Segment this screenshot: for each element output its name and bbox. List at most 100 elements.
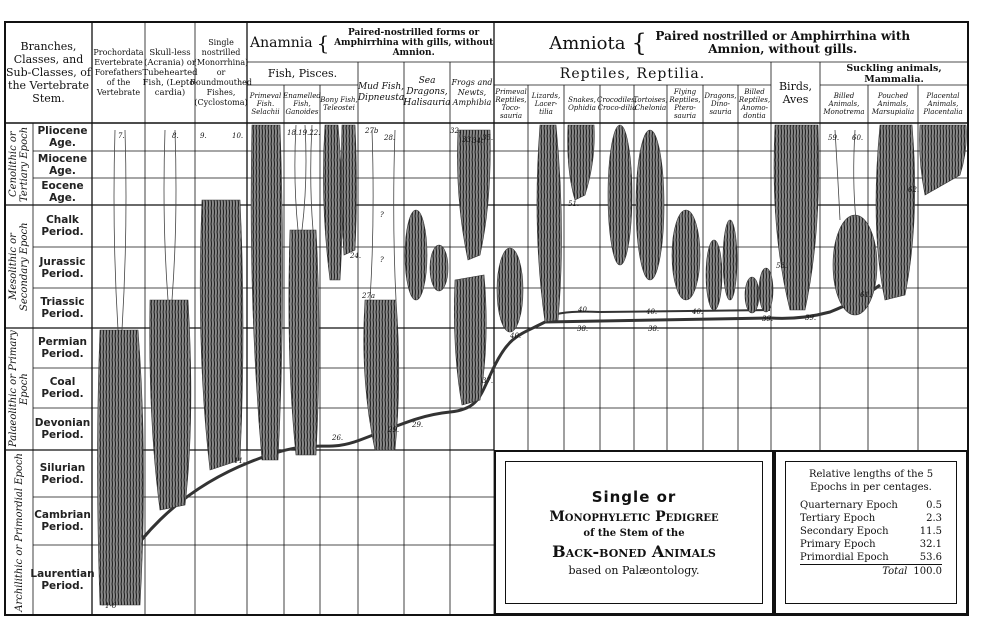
row-label: Primary Epoch <box>800 539 876 550</box>
period-label: Pliocene Age. <box>37 125 88 149</box>
period-label: Silurian Period. <box>39 461 86 486</box>
prochordata-header: Prochordata Evertebrate Forefathers of t… <box>93 47 144 97</box>
title-line-3: of the Stem of the <box>583 528 685 539</box>
branch-number-labels: 1-6 7. 8. 9. 10. 11. 26. 27a 27b 28. 29.… <box>105 127 919 610</box>
subcolumn-header: Sea Dragons, Halisauria <box>403 76 451 108</box>
placentalia-branch <box>919 124 967 196</box>
tortoise-branch <box>635 129 665 281</box>
row-label: Quarternary Epoch <box>800 500 898 511</box>
monotrema-branch <box>832 214 878 316</box>
marsupialia-branch <box>875 124 916 301</box>
selachii-branch <box>250 124 283 461</box>
branch-number: 26. <box>331 434 343 442</box>
brace-icon: { <box>631 29 647 57</box>
lengths-total-row: Total 100.0 <box>800 565 942 578</box>
subcolumn-header: Tortoises, Chelonia <box>633 96 668 112</box>
branch-number: 38. <box>648 325 659 333</box>
teleostei-branch-a <box>323 124 343 281</box>
subcolumn-header: Mud Fish, Dipneusta <box>357 81 405 103</box>
lacertilia-branch <box>536 124 562 323</box>
ophidia-branch <box>567 124 595 201</box>
branch-number: 61. <box>860 291 871 299</box>
tocosauria-branch <box>496 247 524 333</box>
epoch-text: Mesolithic or Secondary Epoch <box>8 222 30 311</box>
cyclostoma-branch <box>199 199 244 471</box>
period-label: Miocene Age. <box>37 152 88 177</box>
row-label: Secondary Epoch <box>800 526 889 537</box>
row-value: 11.5 <box>919 526 942 537</box>
subcolumn-header: Flying Reptiles, Ptero-sauria <box>669 88 701 120</box>
branch-number: 33. <box>462 136 473 144</box>
branch-number: 40. <box>645 308 657 316</box>
lengths-row: Quarternary Epoch 0.5 <box>800 499 942 512</box>
subcolumn-header: Primeval Reptiles, Toco-sauria <box>495 88 527 120</box>
stem-title-header: Branches, Classes, and Sub-Classes, of t… <box>5 40 91 105</box>
row-value: 2.3 <box>926 513 942 524</box>
subcolumn-header: Lizards, Lacer-tilia <box>531 92 561 116</box>
subcolumn-header: Primeval Fish. Selachii <box>249 92 282 116</box>
epoch-text: Archilithic or Primordial Epoch <box>13 453 25 612</box>
branch-number: 35. <box>482 134 493 142</box>
period-label: Permian Period. <box>37 336 88 360</box>
branch-number: 27b <box>364 127 379 135</box>
period-label: Eocene Age. <box>41 179 84 204</box>
branch-number: 59. <box>828 134 839 142</box>
amniota-title: Amniota <box>549 32 626 54</box>
subcolumn-header: Pouched Animals, Marsupialia <box>871 92 915 116</box>
branch-number: 39. <box>805 314 816 322</box>
branch-number: 24. <box>349 252 361 260</box>
epoch-label: Palaeolithic or Primary Epoch <box>5 328 33 450</box>
branch-number: 11. <box>234 457 245 465</box>
main-stem <box>100 283 881 606</box>
total-value: 100.0 <box>913 566 942 577</box>
anomodontia-branch-b <box>758 267 774 313</box>
amphibia-branch-top <box>457 129 491 261</box>
branch-number: ? <box>380 256 384 264</box>
subcolumn-header: Bony Fish, Teleostei <box>320 96 358 112</box>
branch-number: 37. <box>482 377 493 385</box>
brace-icon: { <box>316 31 330 55</box>
pterosauria-branch <box>671 209 701 301</box>
period-label: Devonian Period. <box>34 417 91 441</box>
period-label: Triassic Period. <box>40 296 85 320</box>
branch-number: 51. <box>568 200 579 208</box>
branch-number: 18.19.22. <box>287 129 320 137</box>
dipneusta-branch <box>363 299 400 451</box>
branch-number: 1-6 <box>105 602 117 610</box>
title-line-4: Back-boned Animals <box>552 542 716 561</box>
branch-number: 7. <box>118 132 125 140</box>
prochordata-branch <box>97 329 144 606</box>
subcolumn-header: Enamelled Fish, Ganoides <box>283 92 321 116</box>
period-label: Cambrian Period. <box>34 509 91 533</box>
branch-number: 40. <box>509 332 521 340</box>
subcolumn-header: Crocodiles, Croco-dilia <box>597 96 637 112</box>
lengths-heading: Relative lengths of the 5 Epochs in per … <box>808 469 934 493</box>
row-value: 32.1 <box>919 539 942 550</box>
lengths-row: Secondary Epoch 11.5 <box>800 525 942 538</box>
anamnia-title: Anamnia <box>250 35 313 51</box>
total-label: Total <box>882 566 908 577</box>
monorrhina-header: Single nostrilled (Monorrhina) or Roundm… <box>189 37 253 107</box>
acrania-header: Skull-less (Acrania) or Tubehearted Fish… <box>142 47 198 98</box>
subcolumn-header: Billed Reptiles, Anomo-dontia <box>738 88 771 120</box>
title-line-2: Monophyletic Pedigree <box>549 509 719 525</box>
row-value: 53.6 <box>919 552 942 563</box>
epoch-label: Cenolithic or Tertiary Epoch <box>5 123 33 205</box>
halisauria-branch-a <box>404 209 428 301</box>
branch-number: 28. <box>383 134 395 142</box>
period-label: Coal Period. <box>41 376 84 400</box>
subcolumn-header: Dragons, Dino-sauria <box>704 92 737 116</box>
teleostei-branch-b <box>341 124 357 256</box>
dinosauria-branch-a <box>705 239 723 311</box>
branch-number: 9. <box>200 132 207 140</box>
branch-number: ? <box>380 211 384 219</box>
period-label: Jurassic Period. <box>39 255 86 280</box>
branch-number: 40. <box>691 308 703 316</box>
birds-header: Birds, Aves <box>778 79 813 106</box>
branch-number: 29. <box>387 426 399 434</box>
crocodilia-branch <box>607 124 633 266</box>
amniota-description: Paired nostrilled or Amphirrhina with Am… <box>655 29 911 56</box>
period-label: Laurentian Period. <box>30 568 95 592</box>
period-label: Chalk Period. <box>41 214 84 238</box>
